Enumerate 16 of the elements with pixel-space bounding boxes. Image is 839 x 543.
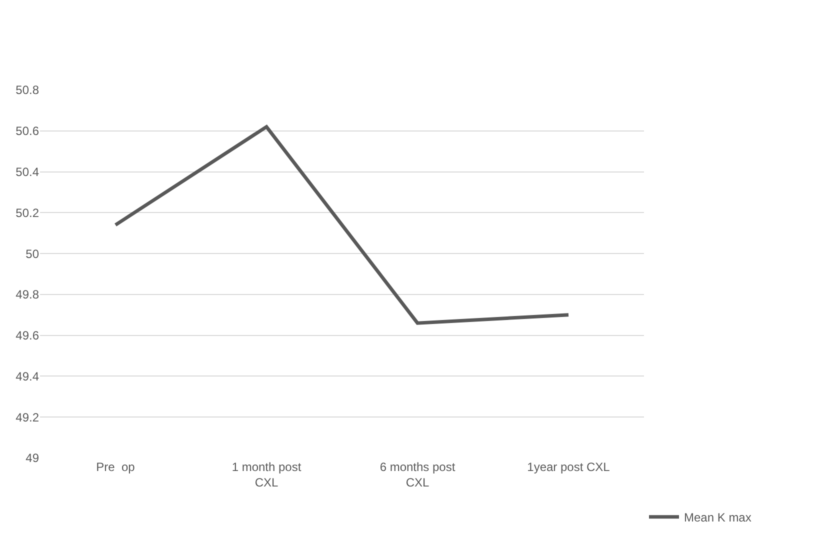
y-tick-label: 50.6 <box>16 124 40 138</box>
y-tick-label: 49.4 <box>16 369 40 384</box>
y-tick-label: 49.2 <box>16 410 40 424</box>
y-tick-label: 50.8 <box>16 83 40 98</box>
x-tick-label: Pre op <box>96 460 136 474</box>
y-tick-label: 49.8 <box>16 288 40 302</box>
y-tick-label: 50.4 <box>16 164 40 179</box>
x-tick-label: 1year post CXL <box>527 460 610 474</box>
line-series <box>114 125 570 325</box>
x-tick-label: 6 months post CXL <box>380 460 456 490</box>
y-tick-label: 49.6 <box>16 328 40 343</box>
y-tick-label: 49 <box>26 451 40 466</box>
x-tick-label: 1 month post CXL <box>232 460 302 490</box>
y-tick-label: 50 <box>26 246 40 261</box>
y-tick-label: 50.2 <box>16 206 40 220</box>
legend-label: Mean K max <box>684 510 752 525</box>
